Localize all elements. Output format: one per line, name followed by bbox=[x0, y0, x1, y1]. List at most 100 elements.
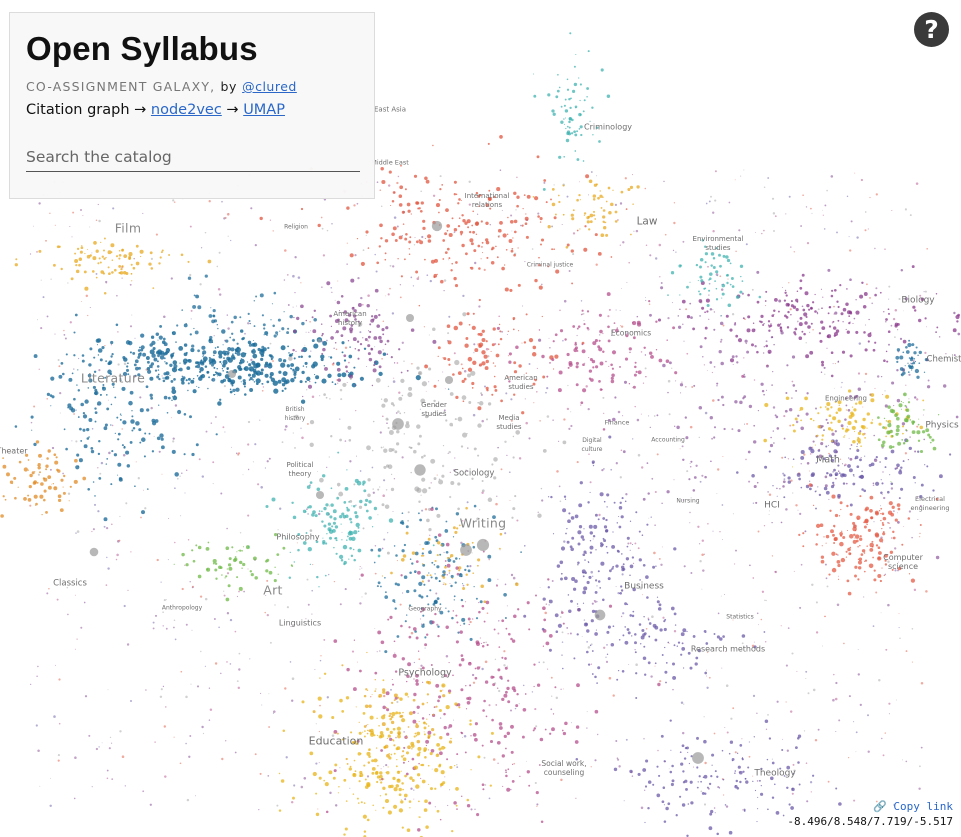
text-point bbox=[800, 225, 803, 227]
text-point bbox=[291, 677, 295, 680]
text-point bbox=[744, 339, 748, 343]
text-point bbox=[313, 343, 319, 349]
text-point bbox=[792, 384, 796, 387]
text-point bbox=[632, 610, 635, 613]
text-point bbox=[336, 496, 340, 500]
text-point bbox=[59, 391, 62, 395]
text-point bbox=[765, 389, 768, 391]
text-point bbox=[469, 719, 472, 722]
text-point bbox=[653, 415, 656, 417]
text-point bbox=[483, 600, 487, 604]
text-point bbox=[798, 533, 801, 537]
text-point bbox=[332, 362, 335, 364]
text-point bbox=[698, 436, 701, 439]
text-point bbox=[379, 795, 382, 797]
text-point bbox=[466, 565, 469, 568]
text-point bbox=[573, 65, 576, 68]
text-point bbox=[242, 336, 246, 340]
text-point bbox=[167, 348, 169, 350]
text-point bbox=[924, 317, 927, 320]
text-point bbox=[648, 300, 651, 303]
text-point bbox=[36, 675, 38, 677]
text-point bbox=[713, 311, 715, 313]
text-point bbox=[566, 540, 570, 544]
text-point bbox=[846, 288, 848, 290]
text-point bbox=[379, 771, 383, 775]
text-point bbox=[542, 606, 546, 611]
text-point bbox=[533, 727, 537, 730]
text-point bbox=[363, 764, 366, 767]
text-point bbox=[483, 354, 488, 359]
text-point bbox=[780, 331, 784, 335]
text-point bbox=[620, 449, 623, 452]
text-point bbox=[827, 312, 830, 315]
text-point bbox=[893, 405, 895, 407]
text-point bbox=[265, 569, 269, 573]
text-point bbox=[287, 304, 290, 306]
text-point bbox=[817, 308, 820, 311]
text-point bbox=[908, 446, 912, 451]
text-point bbox=[400, 624, 403, 628]
text-point bbox=[599, 587, 602, 589]
text-point bbox=[802, 545, 805, 548]
text-point bbox=[681, 445, 684, 448]
text-point bbox=[107, 250, 112, 255]
text-point bbox=[791, 397, 793, 399]
text-point bbox=[300, 355, 303, 359]
text-point bbox=[288, 356, 293, 361]
text-point bbox=[448, 315, 451, 318]
text-point bbox=[37, 749, 40, 753]
text-point bbox=[421, 552, 424, 555]
text-point bbox=[165, 627, 168, 630]
text-point bbox=[553, 184, 555, 186]
text-point bbox=[308, 355, 311, 358]
text-point bbox=[894, 336, 896, 338]
text-point bbox=[596, 585, 598, 587]
text-point bbox=[430, 507, 434, 511]
text-point bbox=[476, 213, 479, 215]
text-point bbox=[277, 379, 282, 384]
text-point bbox=[119, 515, 121, 518]
text-point bbox=[322, 341, 328, 346]
text-point bbox=[224, 431, 226, 433]
text-point bbox=[574, 514, 579, 519]
text-point bbox=[689, 462, 691, 465]
text-point bbox=[534, 278, 538, 283]
text-point bbox=[76, 530, 80, 533]
text-point bbox=[392, 653, 397, 658]
text-point bbox=[637, 453, 641, 457]
text-point bbox=[496, 187, 501, 192]
text-point bbox=[184, 492, 186, 494]
text-point bbox=[315, 540, 319, 544]
text-point bbox=[189, 333, 192, 336]
text-point bbox=[378, 693, 383, 698]
text-point bbox=[815, 523, 821, 529]
text-point bbox=[243, 385, 246, 388]
text-point bbox=[880, 375, 883, 378]
text-point bbox=[713, 732, 716, 735]
text-point bbox=[895, 416, 900, 421]
text-point bbox=[367, 493, 371, 498]
text-point bbox=[945, 353, 947, 355]
text-point bbox=[278, 809, 282, 812]
text-point bbox=[645, 627, 648, 630]
text-point bbox=[505, 627, 508, 630]
text-point bbox=[414, 630, 417, 633]
text-point bbox=[318, 730, 321, 733]
text-point bbox=[504, 440, 507, 444]
text-point bbox=[444, 565, 447, 569]
text-point bbox=[346, 535, 349, 538]
text-point bbox=[108, 361, 112, 365]
text-point bbox=[402, 757, 407, 761]
text-point bbox=[454, 284, 459, 288]
text-point bbox=[480, 258, 482, 260]
text-point bbox=[334, 804, 338, 807]
text-point bbox=[889, 550, 894, 554]
text-point bbox=[577, 608, 581, 612]
text-point bbox=[437, 413, 440, 416]
text-point bbox=[424, 364, 429, 369]
text-point bbox=[713, 807, 716, 809]
text-point bbox=[768, 329, 771, 332]
text-point bbox=[772, 406, 776, 409]
